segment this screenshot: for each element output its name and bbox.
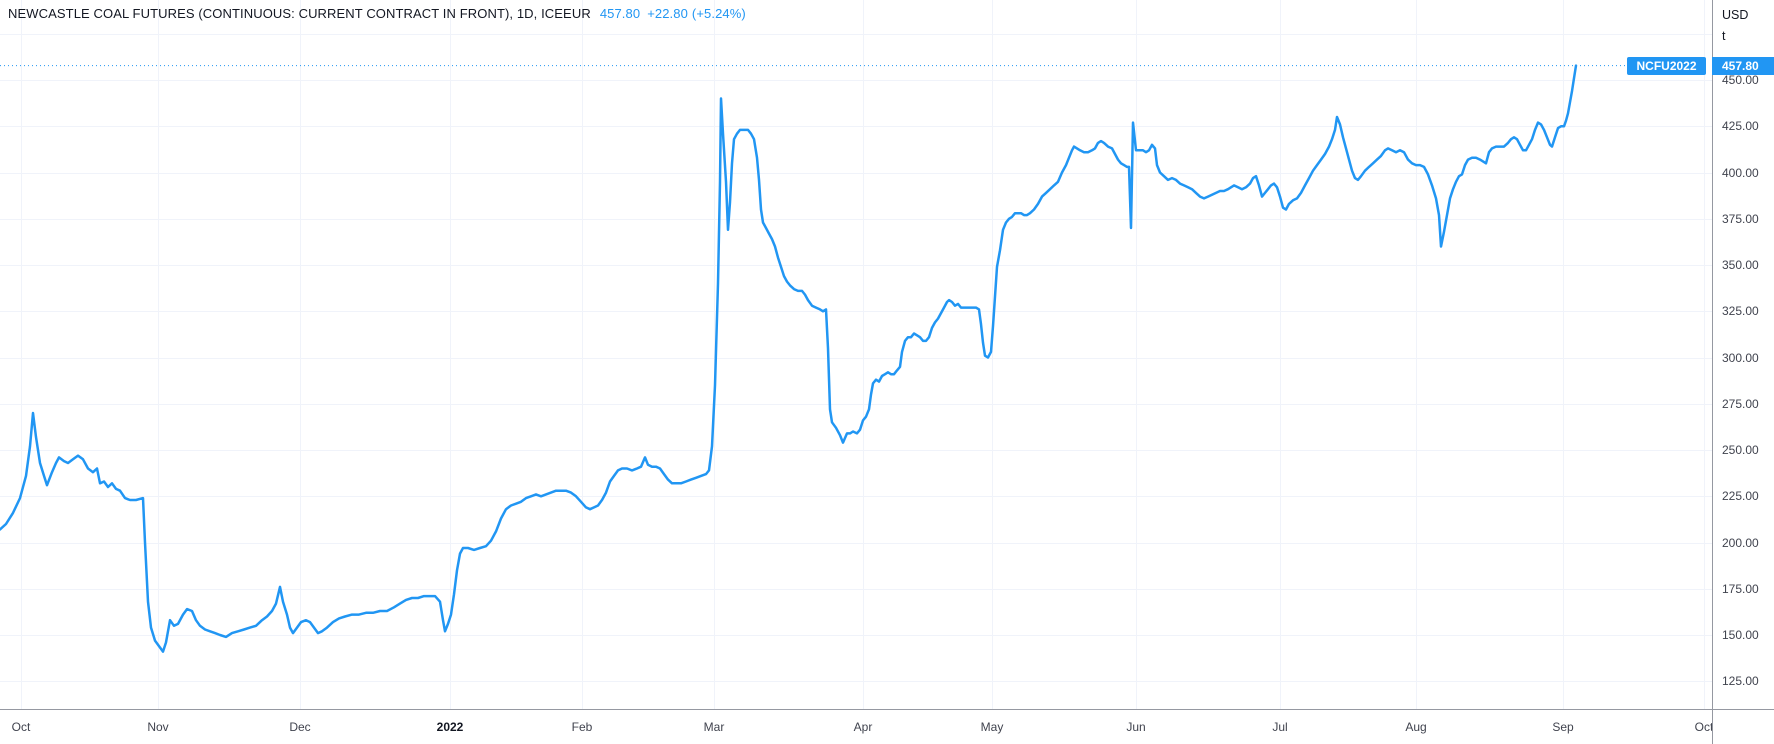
price-tick-label: 425.00 (1722, 119, 1759, 134)
price-tick-label: 450.00 (1722, 73, 1759, 87)
time-tick-label: Mar (703, 720, 725, 734)
time-tick-label: Oct (1694, 720, 1712, 734)
price-line-series (0, 64, 1578, 653)
chart-legend: NEWCASTLE COAL FUTURES (CONTINUOUS: CURR… (8, 6, 746, 21)
time-tick-label: Apr (853, 720, 873, 734)
price-tick-label: 200.00 (1722, 535, 1759, 550)
price-tick-label: 275.00 (1722, 396, 1759, 411)
time-tick-label: 2022 (436, 720, 464, 734)
price-change-percent: (+5.24%) (691, 6, 746, 21)
price-tick-label: 325.00 (1722, 304, 1759, 319)
time-tick-label: Feb (571, 720, 593, 734)
series-symbol-label: NCFU2022 (1627, 56, 1706, 75)
current-price-label: 457.80 (1712, 56, 1774, 75)
time-tick-label: Nov (147, 720, 169, 734)
price-axis-unit: USD t (1722, 5, 1748, 47)
price-tick-label: 125.00 (1722, 674, 1759, 689)
time-tick-label: Sep (1552, 720, 1574, 734)
time-tick-label: Oct (11, 720, 31, 734)
price-axis[interactable]: USD t 457.80 450.00 425.00 400.00 375.00 350… (1712, 0, 1774, 744)
price-tick-label: 375.00 (1722, 211, 1759, 226)
time-tick-label: Aug (1405, 720, 1427, 734)
price-tick-label: 350.00 (1722, 258, 1759, 272)
price-tick-label: 225.00 (1722, 489, 1759, 504)
time-tick-label: Jul (1272, 720, 1288, 734)
price-axis-unit-currency: USD (1722, 8, 1749, 22)
symbol-title: NEWCASTLE COAL FUTURES (CONTINUOUS: CURR… (8, 6, 591, 21)
time-tick-label: Dec (289, 720, 311, 734)
price-tick-label: 300.00 (1722, 350, 1759, 365)
price-tick-label: 150.00 (1722, 628, 1759, 642)
time-tick-label: May (980, 720, 1004, 734)
price-tick-label: 175.00 (1722, 581, 1759, 596)
last-price: 457.80 (599, 6, 641, 21)
price-change: +22.80 (647, 6, 688, 21)
price-tick-label: 250.00 (1722, 443, 1759, 457)
time-tick-label: Jun (1126, 720, 1146, 734)
price-tick-label: 400.00 (1722, 165, 1759, 180)
price-axis-unit-tonne: t (1722, 29, 1726, 43)
time-axis[interactable]: Oct Nov Dec 2022 Feb Mar Apr May Jun Jul Aug Sep Oct (0, 709, 1712, 744)
